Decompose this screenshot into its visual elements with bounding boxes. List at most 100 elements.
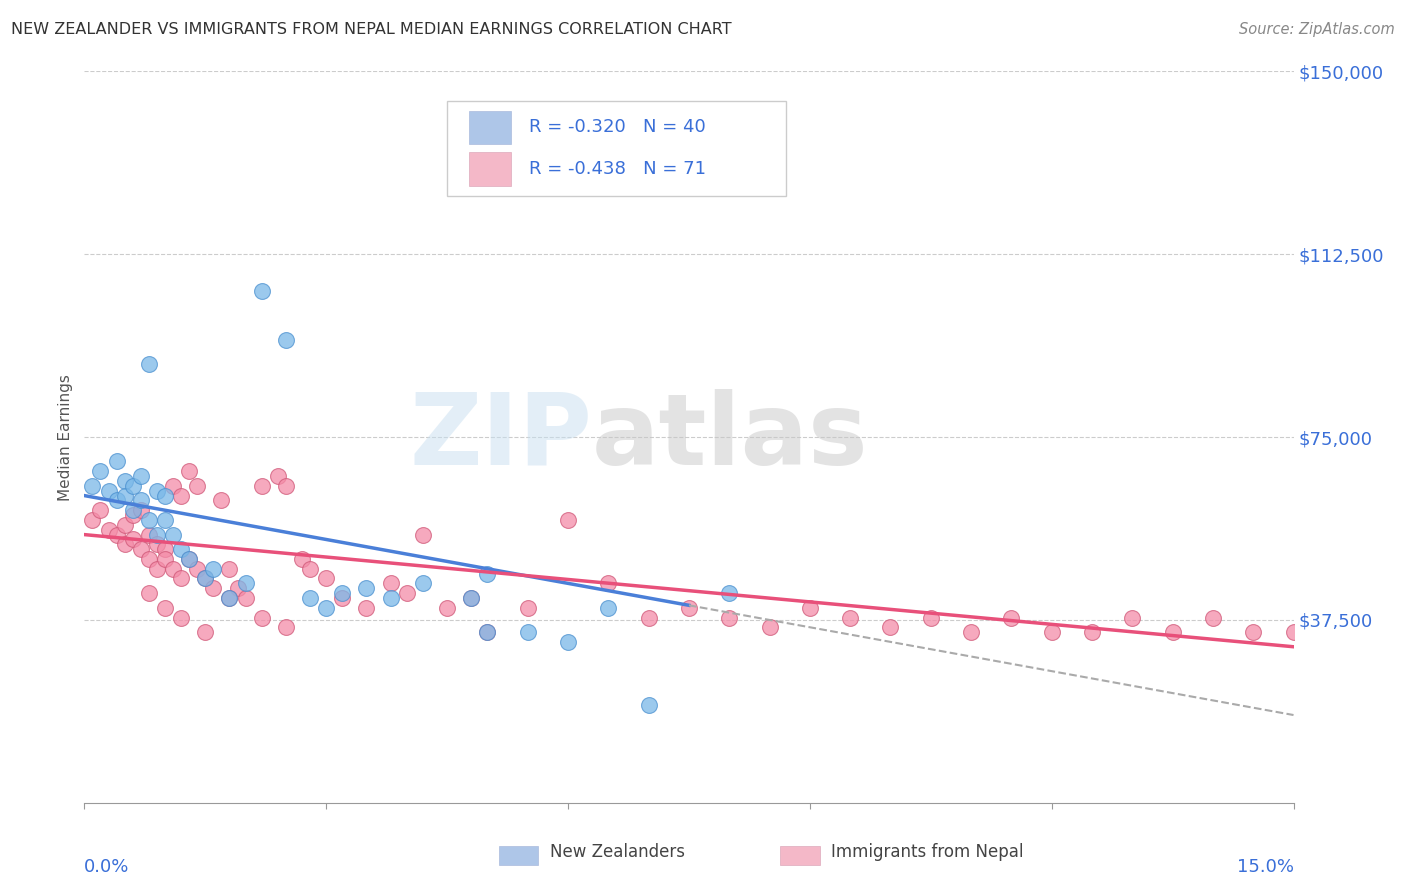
Point bbox=[460, 591, 482, 605]
Point bbox=[380, 576, 402, 591]
Point bbox=[250, 479, 273, 493]
Point bbox=[678, 600, 700, 615]
Point bbox=[920, 610, 942, 624]
Point bbox=[194, 625, 217, 640]
Point bbox=[235, 576, 257, 591]
Point bbox=[162, 479, 184, 493]
Point bbox=[186, 562, 208, 576]
Point bbox=[477, 625, 499, 640]
Point bbox=[138, 357, 160, 371]
Point bbox=[637, 698, 659, 713]
Point bbox=[598, 600, 620, 615]
Point bbox=[82, 513, 104, 527]
Point bbox=[1202, 610, 1225, 624]
Bar bbox=[468, 153, 512, 186]
Text: ZIP: ZIP bbox=[409, 389, 592, 485]
Text: 0.0%: 0.0% bbox=[84, 858, 129, 876]
Point bbox=[516, 600, 538, 615]
Point bbox=[153, 542, 176, 557]
Point bbox=[356, 581, 378, 595]
Point bbox=[879, 620, 901, 634]
Point bbox=[153, 600, 176, 615]
Point bbox=[250, 284, 273, 298]
Point bbox=[1040, 625, 1063, 640]
Point bbox=[274, 479, 297, 493]
Point bbox=[380, 591, 402, 605]
Point bbox=[218, 591, 240, 605]
Point bbox=[162, 527, 184, 541]
Point bbox=[274, 620, 297, 634]
Point bbox=[138, 552, 160, 566]
Point bbox=[146, 562, 169, 576]
Point bbox=[218, 562, 240, 576]
Point bbox=[114, 537, 136, 551]
Point bbox=[194, 572, 217, 586]
Point bbox=[718, 586, 741, 600]
Point bbox=[202, 562, 225, 576]
Point bbox=[235, 591, 257, 605]
Point bbox=[299, 562, 322, 576]
Point bbox=[129, 503, 152, 517]
Point bbox=[291, 552, 314, 566]
Point bbox=[226, 581, 249, 595]
Point bbox=[202, 581, 225, 595]
Point bbox=[153, 489, 176, 503]
Point bbox=[162, 562, 184, 576]
Point bbox=[315, 600, 337, 615]
Text: Source: ZipAtlas.com: Source: ZipAtlas.com bbox=[1239, 22, 1395, 37]
Point bbox=[153, 513, 176, 527]
Point bbox=[209, 493, 232, 508]
Point bbox=[105, 527, 128, 541]
Point bbox=[1081, 625, 1104, 640]
Text: R = -0.438   N = 71: R = -0.438 N = 71 bbox=[529, 160, 706, 178]
Point bbox=[121, 479, 143, 493]
Point bbox=[839, 610, 862, 624]
Point bbox=[89, 503, 111, 517]
Point bbox=[395, 586, 418, 600]
Point bbox=[356, 600, 378, 615]
Point bbox=[121, 503, 143, 517]
Point bbox=[121, 508, 143, 522]
Point bbox=[718, 610, 741, 624]
Point bbox=[330, 586, 353, 600]
Point bbox=[170, 489, 193, 503]
Point bbox=[799, 600, 821, 615]
Point bbox=[138, 586, 160, 600]
Point bbox=[477, 566, 499, 581]
Text: atlas: atlas bbox=[592, 389, 869, 485]
Point bbox=[477, 625, 499, 640]
Point bbox=[89, 464, 111, 478]
Point bbox=[315, 572, 337, 586]
Point bbox=[460, 591, 482, 605]
Text: Immigrants from Nepal: Immigrants from Nepal bbox=[831, 843, 1024, 861]
Point bbox=[146, 483, 169, 498]
Point bbox=[138, 513, 160, 527]
Point bbox=[412, 527, 434, 541]
Point bbox=[960, 625, 983, 640]
Point bbox=[1241, 625, 1264, 640]
Point bbox=[274, 333, 297, 347]
Point bbox=[170, 542, 193, 557]
Point bbox=[146, 527, 169, 541]
Point bbox=[299, 591, 322, 605]
Point bbox=[557, 513, 579, 527]
Point bbox=[97, 483, 120, 498]
Point bbox=[330, 591, 353, 605]
Text: NEW ZEALANDER VS IMMIGRANTS FROM NEPAL MEDIAN EARNINGS CORRELATION CHART: NEW ZEALANDER VS IMMIGRANTS FROM NEPAL M… bbox=[11, 22, 733, 37]
Point bbox=[1282, 625, 1305, 640]
Point bbox=[637, 610, 659, 624]
Point bbox=[267, 469, 290, 483]
Bar bbox=[468, 111, 512, 144]
Point bbox=[114, 489, 136, 503]
Text: 15.0%: 15.0% bbox=[1236, 858, 1294, 876]
Text: New Zealanders: New Zealanders bbox=[550, 843, 685, 861]
Point bbox=[412, 576, 434, 591]
Point bbox=[516, 625, 538, 640]
Point bbox=[138, 527, 160, 541]
Point bbox=[121, 533, 143, 547]
Text: R = -0.320   N = 40: R = -0.320 N = 40 bbox=[529, 119, 706, 136]
Point bbox=[218, 591, 240, 605]
Point bbox=[557, 635, 579, 649]
Point bbox=[179, 552, 201, 566]
Y-axis label: Median Earnings: Median Earnings bbox=[58, 374, 73, 500]
